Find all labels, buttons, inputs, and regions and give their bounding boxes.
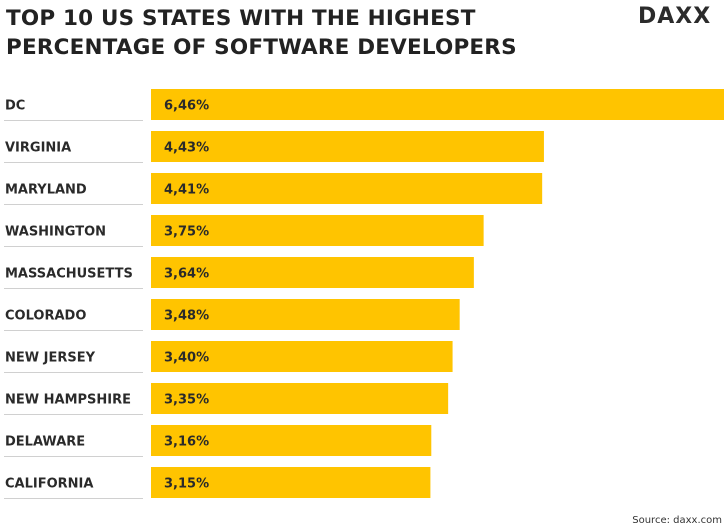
category-label: MARYLAND xyxy=(5,183,87,198)
chart-title: TOP 10 US STATES WITH THE HIGHEST PERCEN… xyxy=(6,4,517,62)
category-label: DC xyxy=(5,99,25,114)
bar xyxy=(151,89,724,120)
value-label: 3,75% xyxy=(164,225,209,240)
source-note: Source: daxx.com xyxy=(632,515,722,526)
bar xyxy=(151,467,431,498)
category-label: COLORADO xyxy=(5,309,86,324)
value-label: 6,46% xyxy=(164,99,209,114)
bar xyxy=(151,341,453,372)
value-label: 3,48% xyxy=(164,309,209,324)
chart-title-line-2: PERCENTAGE OF SOFTWARE DEVELOPERS xyxy=(6,35,517,60)
category-label: CALIFORNIA xyxy=(5,477,93,492)
value-label: 3,35% xyxy=(164,393,209,408)
bar xyxy=(151,425,432,456)
bar xyxy=(151,215,484,246)
category-label: NEW JERSEY xyxy=(5,351,96,366)
bar xyxy=(151,299,460,330)
category-label: NEW HAMPSHIRE xyxy=(5,393,131,408)
category-label: DELAWARE xyxy=(5,435,85,450)
value-label: 3,64% xyxy=(164,267,209,282)
bar xyxy=(151,257,474,288)
value-label: 4,41% xyxy=(164,183,209,198)
category-label: VIRGINIA xyxy=(5,141,71,156)
value-label: 4,43% xyxy=(164,141,209,156)
category-label: WASHINGTON xyxy=(5,225,106,240)
daxx-logo-text: DAXX xyxy=(638,4,711,26)
category-label: MASSACHUSETTS xyxy=(5,267,133,282)
bar xyxy=(151,131,544,162)
daxx-logo: DAXX xyxy=(638,4,711,26)
value-label: 3,15% xyxy=(164,477,209,492)
value-label: 3,40% xyxy=(164,351,209,366)
bar xyxy=(151,173,543,204)
value-label: 3,16% xyxy=(164,435,209,450)
chart-title-line-1: TOP 10 US STATES WITH THE HIGHEST xyxy=(6,6,476,31)
bar xyxy=(151,383,449,414)
